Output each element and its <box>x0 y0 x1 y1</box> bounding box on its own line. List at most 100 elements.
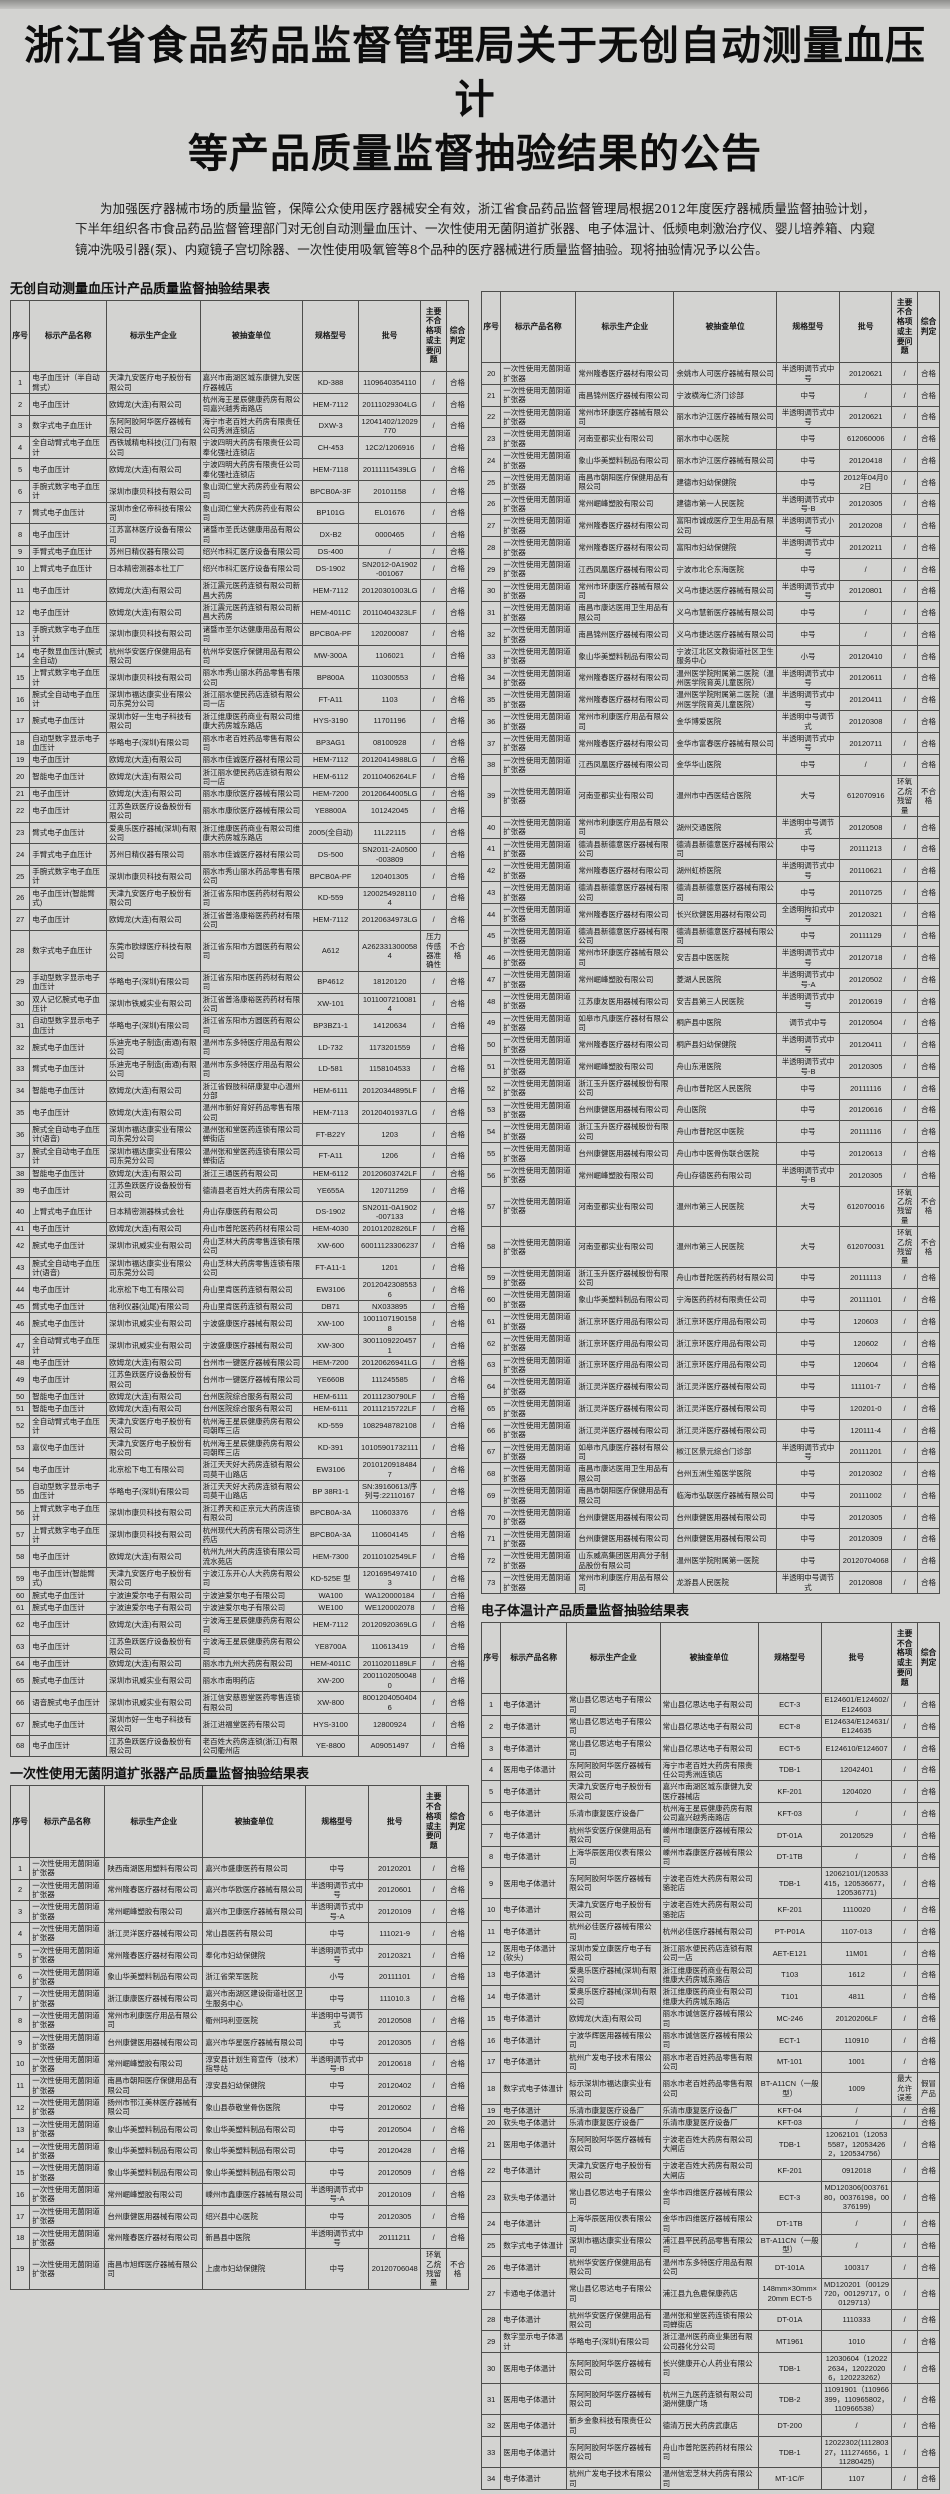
table-row: 58 电子血压计 欧姆龙(大连)有限公司 杭州九州大药房连锁有限公司流水苑店 HEM-7… <box>9 1545 470 1569</box>
table-cell: 欧姆龙(大连)有限公司 <box>106 1101 201 1125</box>
table-cell: 一次性使用无菌阴道扩张器 <box>29 1987 106 2011</box>
table-row: 1 电子体温计 常山县亿思达电子有限公司 常山县亿思达电子有限公司 ECT-3 E1246… <box>480 1693 941 1717</box>
table-cell: KF-201 <box>757 1780 822 1804</box>
table-cell: 中号 <box>775 557 841 581</box>
table-cell: 欧姆龙(大连)有限公司 <box>106 1657 201 1671</box>
table-cell: / <box>891 2352 918 2385</box>
table-cell: 中号 <box>304 2248 370 2290</box>
table-cell: 合格 <box>916 902 941 926</box>
table-cell: 安吉县中医医院 <box>673 946 777 970</box>
table-cell: 半透明中号调节式 <box>775 1571 841 1594</box>
table-cell: 1103 <box>358 688 422 711</box>
table-cell: 杭州必佳医疗器械有限公司 <box>659 1920 759 1943</box>
table-cell: 合格 <box>445 799 470 823</box>
table-cell: / <box>420 1458 447 1482</box>
table-cell: 医用电子体温计 <box>500 2383 568 2416</box>
table-cell: 34 <box>480 666 502 690</box>
table-cell: / <box>420 843 447 867</box>
table-cell: CH-453 <box>302 436 360 460</box>
table-cell: ECT-1 <box>757 2028 822 2052</box>
table-cell: 东莞市欧绿医疗科技有限公司 <box>106 930 201 972</box>
table-cell: HEM-7112 <box>302 753 360 767</box>
table-cell: 69 <box>480 1484 502 1507</box>
table-row: 4 全自动臂式电子血压计 西铁城精电科技(江门)有限公司 宁波四明大药房有限责任公司奉… <box>9 436 470 460</box>
table-cell: 20120508 <box>839 815 893 839</box>
table-cell: 合格 <box>445 1545 470 1569</box>
table-cell: 合格 <box>445 908 470 932</box>
table-cell: 河南亚都实业有限公司 <box>575 427 675 451</box>
table-cell: 6 <box>9 479 31 503</box>
table-row: 38 一次性使用无菌阴道扩张器 江西凤凰医疗器械有限公司 金华华山医院 中号 / / 合格 <box>480 753 941 777</box>
table-cell: 电子血压计 <box>29 799 108 823</box>
table-cell: 浙江玉升医疗器械股份有限公司 <box>575 1266 675 1290</box>
table-cell: HEM-7200 <box>302 787 360 801</box>
table-cell: / <box>891 989 918 1013</box>
table-cell: / <box>891 579 918 603</box>
table-cell: 南昌市朝阳医疗保健用品有限公司 <box>575 470 675 494</box>
table-cell: 臂式电子血压计 <box>29 501 108 525</box>
table-cell: 欧姆龙(大连)有限公司 <box>106 753 201 767</box>
table-cell: 20111116 <box>839 1120 893 1144</box>
table-cell: / <box>420 1079 447 1103</box>
table-row: 44 电子血压计 北京松下电工有限公司 舟山里肯医药连锁有限公司 EW3106 20120… <box>9 1278 470 1302</box>
table-cell: A612 <box>302 930 360 972</box>
table-cell: 一次性使用无菌阴道扩张器 <box>500 731 577 755</box>
table-cell: 智能电子血压计 <box>29 1390 108 1404</box>
table-cell: 合格 <box>445 865 470 888</box>
table-cell: 合格 <box>916 815 941 839</box>
table-cell: / <box>820 2414 893 2438</box>
table-cell: 111245585 <box>358 1368 422 1392</box>
table-cell: 桐庐县中医院 <box>673 1011 777 1035</box>
table-cell: 丽水市九州大药房有限公司 <box>199 1657 304 1671</box>
table-cell: 20120603742LF <box>358 1166 422 1180</box>
table-cell: / <box>420 579 447 603</box>
table-cell: 欧姆龙(大连)有限公司 <box>566 2007 661 2030</box>
table-row: 61 一次性使用无菌阴道扩张器 浙江京环医疗用品有限公司 浙江京环医疗用品有限公司 中号… <box>480 1310 941 1333</box>
table-row: 48 一次性使用无菌阴道扩张器 江苏康友医用器械有限公司 安吉县第三人民医院 半透明调节… <box>480 989 941 1013</box>
left-column: 无创自动测量血压计产品质量监督抽验结果表 序号 标示产品名称 标示生产企业 被抽查单位… <box>9 272 470 2294</box>
table-cell: YE8700A <box>302 1635 360 1659</box>
table-row: 23 软头电子体温计 常山县亿思达电子有限公司 金华市四维医疗器械有限公司 ECT-3 M… <box>480 2181 941 2214</box>
table-cell: 常州市利康医疗用品有限公司 <box>575 815 675 839</box>
table-cell: 电子体温计 <box>500 2255 568 2279</box>
table-cell: 合格 <box>916 1011 941 1035</box>
table-cell: 合格 <box>916 1076 941 1100</box>
table-cell: / <box>420 371 447 394</box>
table-cell: 一次性使用无菌阴道扩张器 <box>500 1418 577 1442</box>
table-cell: / <box>891 1098 918 1122</box>
table-cell: / <box>820 1802 893 1825</box>
table-cell: 18 <box>480 2072 502 2105</box>
table-row: 11 电子体温计 杭州必佳医疗器械有限公司 杭州必佳医疗器械有限公司 PT-P01A 11… <box>480 1920 941 1943</box>
table-cell: 合格 <box>916 859 941 883</box>
table-cell: 20120509 <box>368 2161 422 2185</box>
table-cell: 宁波海王星辰健康药房有限公司 <box>199 1635 304 1659</box>
table-cell: / <box>420 1657 447 1671</box>
table-cell: 宁波迪爱尔电子有限公司 <box>199 1601 304 1615</box>
table-cell: WE100 <box>302 1601 360 1615</box>
table-cell: / <box>420 1355 447 1370</box>
table-cell: 20120321 <box>839 902 893 926</box>
table-cell: 13 <box>480 1963 502 1987</box>
table-cell: 合格 <box>445 1878 470 1902</box>
table-cell: 1110333 <box>820 2308 893 2332</box>
table-cell: 温州信宏芝林大药房有限公司 <box>659 2467 759 2491</box>
table-cell: 浙江省假肢科研康复中心温州分部 <box>199 1079 304 1103</box>
table-cell: 68 <box>480 1462 502 1486</box>
table-cell: 电子血压计 <box>29 1222 108 1236</box>
table-cell: KFT-04 <box>757 2103 822 2117</box>
table-cell: 温州市东多特医疗用品有限公司 <box>659 2255 759 2279</box>
table-row: 65 一次性使用无菌阴道扩张器 浙江灵洋医疗器械有限公司 浙江灵洋医疗器械有限公司 中号… <box>480 1397 941 1420</box>
table-cell: 宁波四明大药房有限责任公司奉化强社连锁店 <box>199 436 304 460</box>
table-cell: 10110072100814 <box>358 992 422 1016</box>
table-cell: 常州隆春医疗器材有限公司 <box>104 2226 204 2250</box>
table-cell: / <box>891 1462 918 1486</box>
table-cell: 台州康健医用器械有限公司 <box>575 1505 675 1529</box>
table-cell: T103 <box>757 1963 822 1987</box>
table-cell: 72 <box>480 1549 502 1573</box>
table-cell: 欧姆龙(大连)有限公司 <box>106 787 201 801</box>
column-header: 被抽查单位 <box>199 299 304 373</box>
table-cell: 半透明调节式中号-B <box>775 1163 841 1187</box>
table-cell: 杭州华安医疗保健用品有限公司 <box>566 2255 661 2279</box>
table-cell: 14 <box>480 1985 502 2009</box>
table-cell: 合格 <box>916 514 941 538</box>
